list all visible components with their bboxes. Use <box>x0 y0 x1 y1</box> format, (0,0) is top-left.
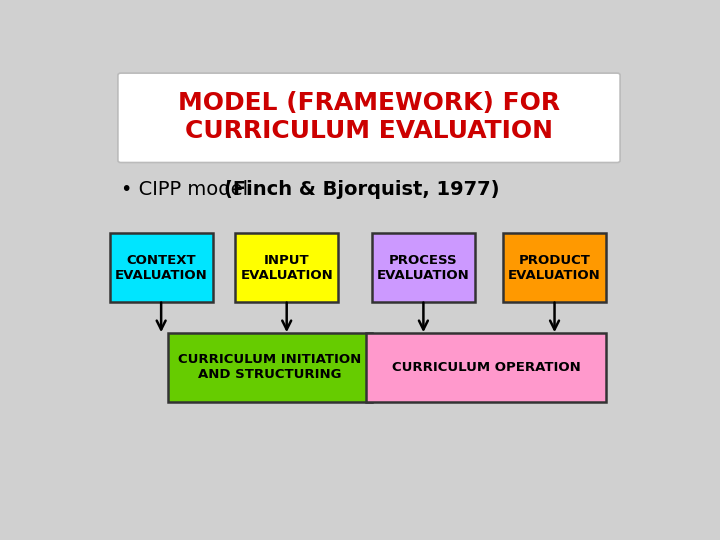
Text: CURRICULUM OPERATION: CURRICULUM OPERATION <box>392 361 580 374</box>
FancyBboxPatch shape <box>168 333 372 402</box>
FancyBboxPatch shape <box>118 73 620 163</box>
Text: CURRICULUM INITIATION
AND STRUCTURING: CURRICULUM INITIATION AND STRUCTURING <box>179 353 361 381</box>
Text: INPUT
EVALUATION: INPUT EVALUATION <box>240 253 333 281</box>
FancyBboxPatch shape <box>366 333 606 402</box>
Text: PROCESS
EVALUATION: PROCESS EVALUATION <box>377 253 469 281</box>
Text: (Finch & Bjorquist, 1977): (Finch & Bjorquist, 1977) <box>224 180 500 199</box>
FancyBboxPatch shape <box>235 233 338 302</box>
Text: PRODUCT
EVALUATION: PRODUCT EVALUATION <box>508 253 601 281</box>
Text: CONTEXT
EVALUATION: CONTEXT EVALUATION <box>114 253 207 281</box>
Text: • CIPP model: • CIPP model <box>121 180 254 199</box>
FancyBboxPatch shape <box>109 233 213 302</box>
FancyBboxPatch shape <box>503 233 606 302</box>
Text: MODEL (FRAMEWORK) FOR
CURRICULUM EVALUATION: MODEL (FRAMEWORK) FOR CURRICULUM EVALUAT… <box>178 91 560 143</box>
FancyBboxPatch shape <box>372 233 475 302</box>
